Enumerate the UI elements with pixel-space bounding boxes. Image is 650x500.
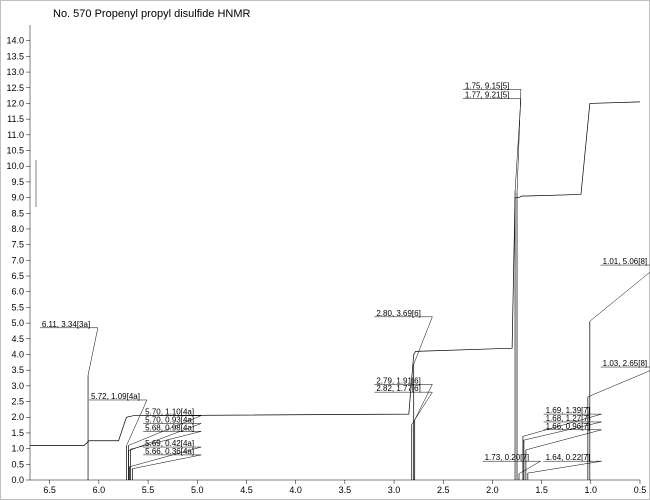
- svg-text:13.5: 13.5: [6, 51, 24, 61]
- svg-text:2.0: 2.0: [11, 412, 24, 422]
- svg-text:3.5: 3.5: [339, 485, 352, 495]
- svg-text:7.0: 7.0: [11, 255, 24, 265]
- svg-text:7.5: 7.5: [11, 240, 24, 250]
- svg-text:6.0: 6.0: [93, 485, 106, 495]
- svg-text:6.5: 6.5: [43, 485, 56, 495]
- svg-text:1.77, 9.21[5]: 1.77, 9.21[5]: [465, 91, 509, 100]
- svg-text:1.03, 2.65[8]: 1.03, 2.65[8]: [603, 359, 647, 368]
- chart-svg: 6.5 6.0 5.5 5.0 4.5 4.0 3.5 3.0 2.5 2.0 1.5 1.0 0.5 0…: [0, 0, 650, 500]
- svg-text:2.0: 2.0: [486, 485, 499, 495]
- svg-text:5.5: 5.5: [11, 302, 24, 312]
- svg-text:1.0: 1.0: [11, 444, 24, 454]
- svg-text:8.0: 8.0: [11, 224, 24, 234]
- svg-text:11.0: 11.0: [7, 130, 24, 140]
- svg-text:0.5: 0.5: [634, 485, 647, 495]
- svg-text:3.0: 3.0: [11, 381, 24, 391]
- svg-text:2.82, 1.77[6]: 2.82, 1.77[6]: [376, 384, 420, 393]
- svg-text:10.0: 10.0: [6, 161, 24, 171]
- svg-text:1.5: 1.5: [11, 428, 24, 438]
- svg-text:13.0: 13.0: [6, 67, 24, 77]
- svg-text:14.0: 14.0: [6, 36, 24, 46]
- svg-text:4.0: 4.0: [11, 349, 24, 359]
- svg-text:1.0: 1.0: [585, 485, 598, 495]
- svg-text:4.0: 4.0: [289, 485, 302, 495]
- svg-text:1.01, 5.06[8]: 1.01, 5.06[8]: [603, 257, 647, 266]
- svg-text:12.5: 12.5: [6, 83, 24, 93]
- svg-text:4.5: 4.5: [240, 485, 253, 495]
- svg-text:6.11, 3.34[3a]: 6.11, 3.34[3a]: [42, 320, 90, 329]
- nmr-spectrum-chart: No. 570 Propenyl propyl disulfide HNMR 6…: [0, 0, 650, 500]
- svg-text:9.5: 9.5: [11, 177, 24, 187]
- svg-text:1.75, 9.15[5]: 1.75, 9.15[5]: [465, 81, 509, 90]
- svg-text:5.72, 1.09[4a]: 5.72, 1.09[4a]: [91, 392, 140, 401]
- svg-text:0.0: 0.0: [11, 475, 24, 485]
- svg-text:9.0: 9.0: [11, 193, 24, 203]
- svg-text:12.0: 12.0: [6, 98, 24, 108]
- svg-text:5.0: 5.0: [11, 318, 24, 328]
- svg-text:3.5: 3.5: [11, 365, 24, 375]
- svg-text:5.66, 0.36[4a]: 5.66, 0.36[4a]: [145, 447, 194, 456]
- svg-text:10.5: 10.5: [6, 146, 24, 156]
- svg-text:4.5: 4.5: [11, 334, 24, 344]
- svg-text:11.5: 11.5: [7, 114, 24, 124]
- svg-text:5.68, 0.98[4a]: 5.68, 0.98[4a]: [145, 423, 194, 432]
- svg-text:2.5: 2.5: [437, 485, 450, 495]
- svg-text:1.5: 1.5: [535, 485, 548, 495]
- svg-text:0.5: 0.5: [11, 459, 24, 469]
- svg-text:1.73, 0.20[7]: 1.73, 0.20[7]: [485, 453, 529, 462]
- svg-text:6.5: 6.5: [11, 271, 24, 281]
- svg-text:5.5: 5.5: [142, 485, 155, 495]
- svg-text:2.80, 3.69[6]: 2.80, 3.69[6]: [376, 309, 420, 318]
- svg-text:6.0: 6.0: [11, 287, 24, 297]
- svg-text:3.0: 3.0: [388, 485, 401, 495]
- svg-text:2.5: 2.5: [11, 397, 24, 407]
- svg-text:8.5: 8.5: [11, 208, 24, 218]
- svg-text:1.66, 0.96[7]: 1.66, 0.96[7]: [546, 422, 590, 431]
- svg-text:5.0: 5.0: [191, 485, 204, 495]
- svg-text:1.64, 0.22[7]: 1.64, 0.22[7]: [546, 453, 590, 462]
